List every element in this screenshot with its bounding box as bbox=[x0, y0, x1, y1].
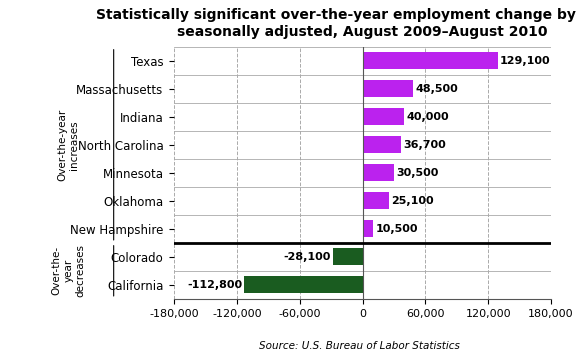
Text: 30,500: 30,500 bbox=[397, 168, 439, 178]
Text: Over-the-
year
decreases: Over-the- year decreases bbox=[52, 244, 85, 297]
Text: 25,100: 25,100 bbox=[391, 196, 433, 206]
Bar bbox=[362, 108, 404, 126]
Bar bbox=[333, 248, 362, 265]
Text: -28,100: -28,100 bbox=[284, 252, 331, 262]
Bar bbox=[362, 80, 414, 98]
Text: Over-the-year
increases: Over-the-year increases bbox=[57, 109, 79, 181]
Title: Statistically significant over-the-year employment change by State,
seasonally a: Statistically significant over-the-year … bbox=[96, 9, 580, 39]
Text: 48,500: 48,500 bbox=[415, 84, 458, 94]
Bar bbox=[362, 164, 394, 181]
Bar bbox=[362, 220, 374, 238]
Text: 40,000: 40,000 bbox=[407, 112, 449, 122]
Bar bbox=[362, 136, 401, 153]
Bar bbox=[362, 192, 389, 210]
Text: 10,500: 10,500 bbox=[376, 224, 418, 234]
Text: -112,800: -112,800 bbox=[187, 280, 242, 290]
Text: 129,100: 129,100 bbox=[500, 56, 550, 66]
Bar bbox=[244, 276, 362, 293]
Text: 36,700: 36,700 bbox=[403, 140, 446, 150]
Text: Source: U.S. Bureau of Labor Statistics: Source: U.S. Bureau of Labor Statistics bbox=[259, 341, 460, 351]
Bar bbox=[362, 52, 498, 69]
